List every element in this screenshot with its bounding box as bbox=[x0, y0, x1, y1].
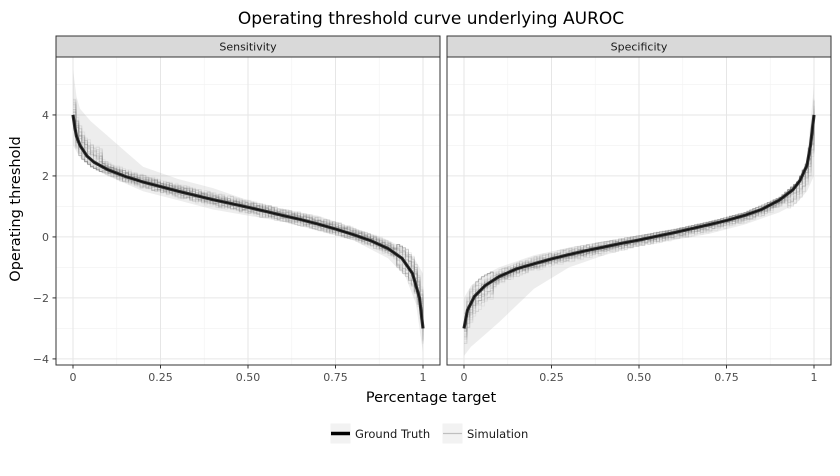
simulation-trace bbox=[73, 104, 424, 319]
simulation-trace bbox=[464, 101, 815, 315]
simulation-trace bbox=[73, 124, 424, 342]
x-tick-label: 0 bbox=[70, 371, 77, 384]
simulation-trace bbox=[73, 109, 424, 321]
x-tick-label: 0.25 bbox=[539, 371, 564, 384]
simulation-trace bbox=[464, 98, 815, 314]
simulation-trace bbox=[464, 126, 815, 343]
simulation-trace bbox=[464, 123, 815, 337]
panels: Sensitivity 0 0.25 0.50 0.75 1 −4 −2 0 2 4 Specific… bbox=[33, 35, 832, 384]
y-axis-label: Operating threshold bbox=[8, 136, 24, 281]
simulation-trace bbox=[73, 111, 424, 323]
simulation-trace bbox=[464, 106, 815, 323]
simulation-band bbox=[73, 69, 423, 353]
simulation-trace bbox=[464, 125, 815, 340]
legend-label: Simulation bbox=[467, 427, 528, 441]
legend: Ground Truth Simulation bbox=[329, 422, 528, 445]
simulation-trace bbox=[73, 98, 424, 313]
y-tick-label: 4 bbox=[42, 109, 49, 122]
simulation-trace bbox=[73, 124, 424, 338]
strip-label: Sensitivity bbox=[219, 41, 277, 54]
legend-label: Ground Truth bbox=[355, 427, 430, 441]
simulation-trace bbox=[73, 101, 424, 318]
simulation-trace bbox=[73, 129, 424, 344]
simulation-trace bbox=[464, 121, 815, 338]
simulation-trace bbox=[464, 99, 815, 315]
simulation-trace bbox=[73, 104, 424, 316]
x-tick-label: 1 bbox=[811, 371, 818, 384]
simulation-trace bbox=[73, 105, 424, 319]
x-tick-label: 0.50 bbox=[627, 371, 652, 384]
legend-item-simulation: Simulation bbox=[441, 422, 528, 445]
simulation-trace bbox=[73, 130, 424, 345]
simulation-trace bbox=[464, 130, 815, 344]
simulation-trace bbox=[73, 108, 424, 321]
y-tick-label: 2 bbox=[42, 170, 49, 183]
chart-title: Operating threshold curve underlying AUR… bbox=[238, 9, 624, 29]
y-tick-label: −4 bbox=[33, 353, 49, 366]
simulation-trace bbox=[73, 127, 424, 342]
simulation-trace bbox=[73, 122, 424, 337]
simulation-trace bbox=[464, 121, 815, 336]
panel-sensitivity: Sensitivity 0 0.25 0.50 0.75 1 −4 −2 0 2 4 bbox=[33, 35, 441, 384]
simulation-trace bbox=[464, 100, 815, 313]
legend-item-ground-truth: Ground Truth bbox=[329, 422, 430, 445]
x-tick-label: 0.25 bbox=[148, 371, 173, 384]
simulation-trace bbox=[73, 123, 424, 340]
simulation-trace bbox=[73, 128, 424, 341]
simulation-trace bbox=[73, 103, 424, 322]
simulation-trace bbox=[464, 100, 815, 317]
simulation-trace bbox=[464, 124, 815, 339]
simulation-trace bbox=[464, 127, 815, 344]
simulation-trace bbox=[73, 128, 424, 343]
x-tick-label: 0.75 bbox=[714, 371, 739, 384]
x-tick-label: 0 bbox=[461, 371, 468, 384]
simulation-band bbox=[464, 84, 814, 356]
simulation-trace bbox=[73, 125, 424, 340]
simulation-trace bbox=[464, 105, 815, 320]
simulation-trace bbox=[73, 102, 424, 318]
strip-background bbox=[55, 35, 441, 58]
simulation-trace bbox=[73, 100, 424, 312]
ground-truth-line-core bbox=[72, 114, 424, 329]
panel-specificity: Specificity 0 0.25 0.50 0.75 1 bbox=[446, 35, 832, 384]
x-tick-label: 1 bbox=[420, 371, 427, 384]
x-tick-label: 0.75 bbox=[323, 371, 348, 384]
y-tick-label: 0 bbox=[42, 231, 49, 244]
strip-label: Specificity bbox=[611, 41, 668, 54]
simulation-trace bbox=[73, 99, 424, 317]
simulation-trace bbox=[73, 102, 424, 318]
strip-background bbox=[446, 35, 832, 58]
x-tick-label: 0.50 bbox=[236, 371, 261, 384]
x-axis-label: Percentage target bbox=[366, 390, 497, 406]
ground-truth-line-core bbox=[463, 114, 815, 329]
y-tick-label: −2 bbox=[33, 292, 49, 305]
